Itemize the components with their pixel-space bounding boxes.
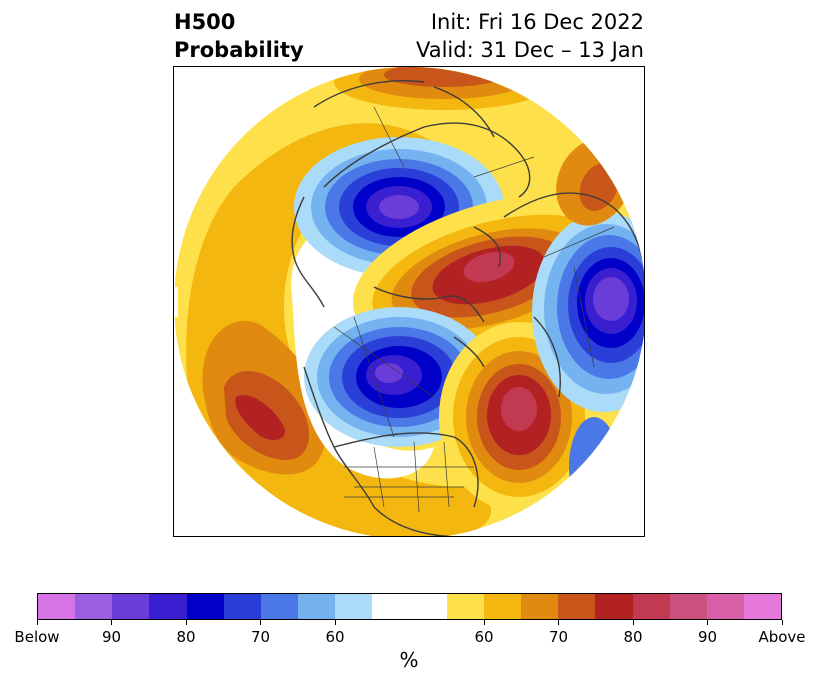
map-edge-notch — [174, 287, 178, 317]
colorbar-tick-label: Below — [14, 628, 60, 646]
valid-dates: Valid: 31 Dec – 13 Jan — [415, 38, 644, 62]
borders — [333, 106, 615, 513]
colorbar-tick-mark — [260, 620, 261, 625]
colorbar-segment — [260, 594, 299, 619]
colorbar-segment — [669, 594, 707, 619]
colorbar-segment — [632, 594, 670, 619]
colorbar-tick-label: 60 — [325, 628, 345, 646]
colorbar-segment — [112, 594, 150, 619]
ea-below-south-tail — [569, 417, 619, 517]
north-atlantic-below-peak — [379, 195, 419, 219]
colorbar-tick-mark — [36, 620, 38, 625]
colorbar-segment — [149, 594, 187, 619]
colorbar-segment — [743, 594, 782, 619]
colorbar-tick-label: 90 — [697, 628, 718, 646]
arctic-above-peak — [463, 251, 515, 283]
colorbar-segment — [558, 594, 596, 619]
forecast-dates: Init: Fri 16 Dec 2022 Valid: 31 Dec – 13… — [416, 8, 644, 64]
colorbar-segment — [38, 594, 76, 619]
colorbar-tick-mark — [483, 620, 485, 625]
colorbar-segment — [521, 594, 559, 619]
map-title: H500 Probability — [174, 8, 304, 64]
colorbar-segment — [186, 594, 224, 619]
colorbar-unit: % — [399, 648, 419, 672]
colorbar-tick-mark — [632, 620, 634, 625]
colorbar-tick-mark — [111, 620, 112, 625]
colorbar-tick-mark — [558, 620, 559, 625]
init-date: Init: Fri 16 Dec 2022 — [430, 10, 644, 34]
colorbar-segment — [706, 594, 744, 619]
title-type: Probability — [174, 38, 304, 62]
colorbar-segment — [298, 594, 336, 619]
map-svg — [174, 67, 644, 536]
coastlines — [291, 80, 644, 536]
probability-map — [173, 66, 645, 537]
ep-above-peak — [501, 387, 537, 431]
na-below-peak — [375, 363, 403, 383]
colorbar-tick-label: 80 — [176, 628, 196, 646]
colorbar-segment — [335, 594, 373, 619]
colorbar-tick-label: 70 — [548, 628, 569, 646]
colorbar-segment — [483, 594, 522, 619]
ea-below-peak — [593, 277, 629, 321]
colorbar-tick-label: 70 — [250, 628, 271, 646]
colorbar-segment — [595, 594, 633, 619]
colorbar-tick-label: 80 — [623, 628, 643, 646]
colorbar-tick-mark — [781, 620, 783, 625]
colorbar — [37, 593, 782, 620]
colorbar-tick-label: 60 — [474, 628, 494, 646]
colorbar-tick-mark — [334, 620, 336, 625]
colorbar-tick-label: 90 — [101, 628, 122, 646]
colorbar-segment — [446, 594, 484, 619]
colorbar-tick-mark — [185, 620, 187, 625]
colorbar-segment — [409, 594, 447, 619]
colorbar-segment — [372, 594, 410, 619]
title-variable: H500 — [174, 10, 236, 34]
colorbar-tick-mark — [707, 620, 708, 625]
colorbar-segment — [223, 594, 261, 619]
colorbar-tick-label: Above — [758, 628, 806, 646]
colorbar-segment — [75, 594, 113, 619]
pacific-above-peak — [235, 395, 285, 441]
